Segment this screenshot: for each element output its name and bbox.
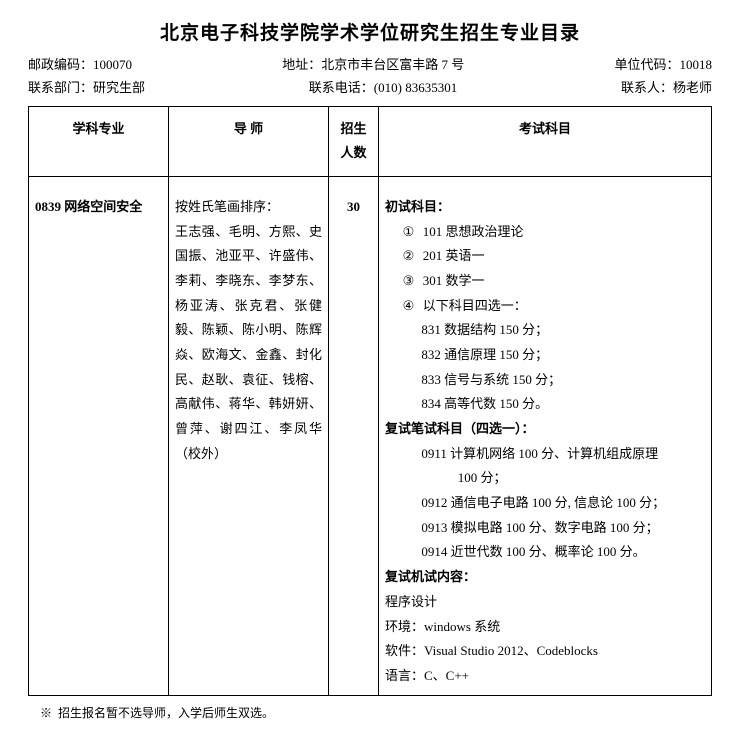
- major-name: 网络空间安全: [64, 199, 142, 214]
- re-0913: 0913 模拟电路 100 分、数字电路 100 分；: [385, 516, 705, 541]
- prelim-item-1: ① 101 思想政治理论: [385, 220, 705, 245]
- item3-text: 301 数学一: [423, 273, 485, 288]
- page-title: 北京电子科技学院学术学位研究生招生专业目录: [28, 18, 712, 45]
- major-code: 0839: [35, 199, 61, 214]
- postal-value: 100070: [93, 57, 132, 72]
- prelim-label: 初试科目：: [385, 195, 705, 220]
- header-info: 邮政编码：100070 地址：北京市丰台区富丰路 7 号 单位代码：10018 …: [28, 53, 712, 100]
- num-1: ①: [401, 220, 417, 245]
- re-0911: 0911 计算机网络 100 分、计算机组成原理: [385, 442, 705, 467]
- opt-834: 834 高等代数 150 分。: [385, 392, 705, 417]
- table-row: 0839 网络空间安全 按姓氏笔画排序： 王志强、毛明、方熙、史国振、池亚平、许…: [29, 177, 712, 695]
- item2-text: 201 英语一: [423, 248, 485, 263]
- opt-831: 831 数据结构 150 分；: [385, 318, 705, 343]
- opt-832: 832 通信原理 150 分；: [385, 343, 705, 368]
- address-label: 地址：: [282, 57, 321, 72]
- soft-line: 软件：Visual Studio 2012、Codeblocks: [385, 639, 705, 664]
- department: 联系部门：研究生部: [28, 76, 145, 99]
- opt-833: 833 信号与系统 150 分；: [385, 368, 705, 393]
- advisor-list: 王志强、毛明、方熙、史国振、池亚平、许盛伟、李莉、李晓东、李梦东、杨亚涛、张克君…: [175, 220, 322, 467]
- col-quota: 招生 人数: [329, 106, 379, 176]
- cell-major: 0839 网络空间安全: [29, 177, 169, 695]
- phone-label: 联系电话：: [309, 80, 374, 95]
- unit-code: 单位代码：10018: [614, 53, 712, 76]
- col-major: 学科专业: [29, 106, 169, 176]
- quota-value: 30: [347, 199, 360, 214]
- re-written-label: 复试笔试科目（四选一）：: [385, 417, 705, 442]
- item1-text: 101 思想政治理论: [423, 224, 524, 239]
- contact-label: 联系人：: [621, 80, 673, 95]
- prelim-item-4: ④ 以下科目四选一：: [385, 294, 705, 319]
- cell-subjects: 初试科目： ① 101 思想政治理论 ② 201 英语一 ③ 301 数学一 ④…: [379, 177, 712, 695]
- cell-advisor: 按姓氏笔画排序： 王志强、毛明、方熙、史国振、池亚平、许盛伟、李莉、李晓东、李梦…: [169, 177, 329, 695]
- re-0912: 0912 通信电子电路 100 分, 信息论 100 分；: [385, 491, 705, 516]
- footnote-marker: ※: [40, 706, 52, 720]
- prog-design: 程序设计: [385, 590, 705, 615]
- phone-value: (010) 83635301: [374, 80, 457, 95]
- info-row-2: 联系部门：研究生部 联系电话：(010) 83635301 联系人：杨老师: [28, 76, 712, 99]
- cell-quota: 30: [329, 177, 379, 695]
- col-advisor: 导 师: [169, 106, 329, 176]
- contact-value: 杨老师: [673, 80, 712, 95]
- postal-code: 邮政编码：100070: [28, 53, 132, 76]
- num-2: ②: [401, 244, 417, 269]
- num-4: ④: [401, 294, 417, 319]
- env-line: 环境：windows 系统: [385, 615, 705, 640]
- footnote: ※ 招生报名暂不选导师，入学后师生双选。: [28, 704, 712, 721]
- prelim-item-3: ③ 301 数学一: [385, 269, 705, 294]
- address-value: 北京市丰台区富丰路 7 号: [321, 57, 464, 72]
- unitcode-value: 10018: [680, 57, 713, 72]
- re-0911b: 100 分；: [385, 466, 705, 491]
- prelim-item-2: ② 201 英语一: [385, 244, 705, 269]
- footnote-text: 招生报名暂不选导师，入学后师生双选。: [58, 706, 274, 720]
- postal-label: 邮政编码：: [28, 57, 93, 72]
- dept-value: 研究生部: [93, 80, 145, 95]
- re-0914: 0914 近世代数 100 分、概率论 100 分。: [385, 540, 705, 565]
- re-machine-label: 复试机试内容：: [385, 565, 705, 590]
- num-3: ③: [401, 269, 417, 294]
- unitcode-label: 单位代码：: [614, 57, 679, 72]
- info-row-1: 邮政编码：100070 地址：北京市丰台区富丰路 7 号 单位代码：10018: [28, 53, 712, 76]
- address: 地址：北京市丰台区富丰路 7 号: [282, 53, 464, 76]
- item4-text: 以下科目四选一：: [423, 298, 527, 313]
- catalog-table: 学科专业 导 师 招生 人数 考试科目 0839 网络空间安全 按姓氏笔画排序：…: [28, 106, 712, 696]
- phone: 联系电话：(010) 83635301: [309, 76, 457, 99]
- col-subjects: 考试科目: [379, 106, 712, 176]
- lang-line: 语言：C、C++: [385, 664, 705, 689]
- contact-person: 联系人：杨老师: [621, 76, 712, 99]
- advisor-intro: 按姓氏笔画排序：: [175, 195, 322, 220]
- dept-label: 联系部门：: [28, 80, 93, 95]
- table-header-row: 学科专业 导 师 招生 人数 考试科目: [29, 106, 712, 176]
